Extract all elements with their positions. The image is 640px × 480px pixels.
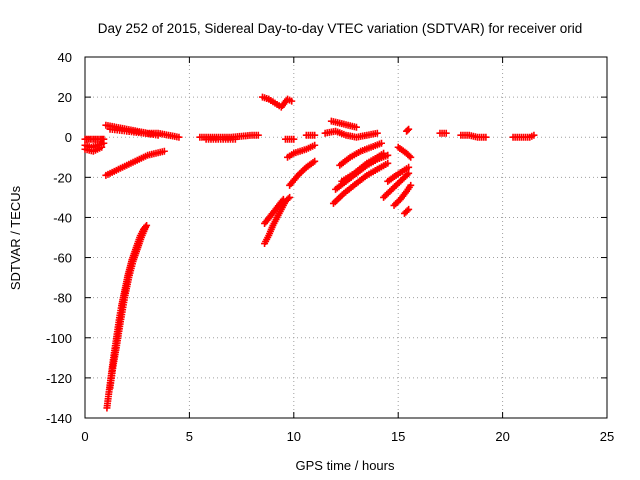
data-point [373, 129, 381, 137]
y-tick-label: -140 [46, 411, 72, 426]
data-point [311, 131, 319, 139]
data-point [405, 169, 413, 177]
data-point [352, 123, 360, 131]
data-point [254, 131, 262, 139]
data-point [384, 151, 392, 159]
data-point [175, 133, 183, 141]
data-point [286, 193, 294, 201]
data-point [380, 149, 388, 157]
data-point [311, 141, 319, 149]
data-point [407, 181, 415, 189]
y-tick-label: -80 [53, 291, 72, 306]
x-tick-label: 0 [81, 429, 88, 444]
y-axis-label: SDTVAR / TECUs [8, 185, 23, 290]
x-tick-label: 20 [495, 429, 509, 444]
y-tick-label: 20 [58, 90, 72, 105]
data-point [482, 133, 490, 141]
y-tick-label: -100 [46, 331, 72, 346]
data-point [405, 205, 413, 213]
data-point [530, 131, 538, 139]
plot-frame [84, 56, 608, 419]
y-tick-label: 0 [65, 130, 72, 145]
data-point [100, 139, 108, 147]
data-point [404, 126, 412, 134]
data-point [405, 125, 413, 133]
data-points [81, 93, 538, 412]
data-point [288, 97, 296, 105]
x-axis-label: GPS time / hours [296, 458, 395, 473]
data-point [405, 152, 413, 160]
data-point [405, 163, 413, 171]
data-point [160, 147, 168, 155]
y-tick-label: 40 [58, 50, 72, 65]
data-point [407, 153, 415, 161]
data-point [442, 129, 450, 137]
data-point [154, 131, 162, 139]
data-point [231, 135, 239, 143]
data-point [98, 143, 106, 151]
x-tick-label: 10 [287, 429, 301, 444]
data-point [377, 139, 385, 147]
data-point [403, 207, 411, 215]
data-point [290, 135, 298, 143]
y-tick-label: -40 [53, 210, 72, 225]
data-point [384, 159, 392, 167]
y-tick-label: -120 [46, 371, 72, 386]
x-tick-label: 15 [391, 429, 405, 444]
gridlines [85, 57, 607, 418]
x-tick-label: 5 [186, 429, 193, 444]
data-point [279, 195, 287, 203]
axis-ticks: 0 5 10 15 20 25 -140 -120 -100 -80 -60 -40 -20 0 20 40 [46, 50, 614, 444]
y-tick-label: -20 [53, 170, 72, 185]
chart-title: Day 252 of 2015, Sidereal Day-to-day VTE… [98, 21, 582, 36]
y-tick-label: -60 [53, 251, 72, 266]
data-point [311, 157, 319, 165]
data-point [142, 223, 150, 231]
x-tick-label: 25 [600, 429, 614, 444]
